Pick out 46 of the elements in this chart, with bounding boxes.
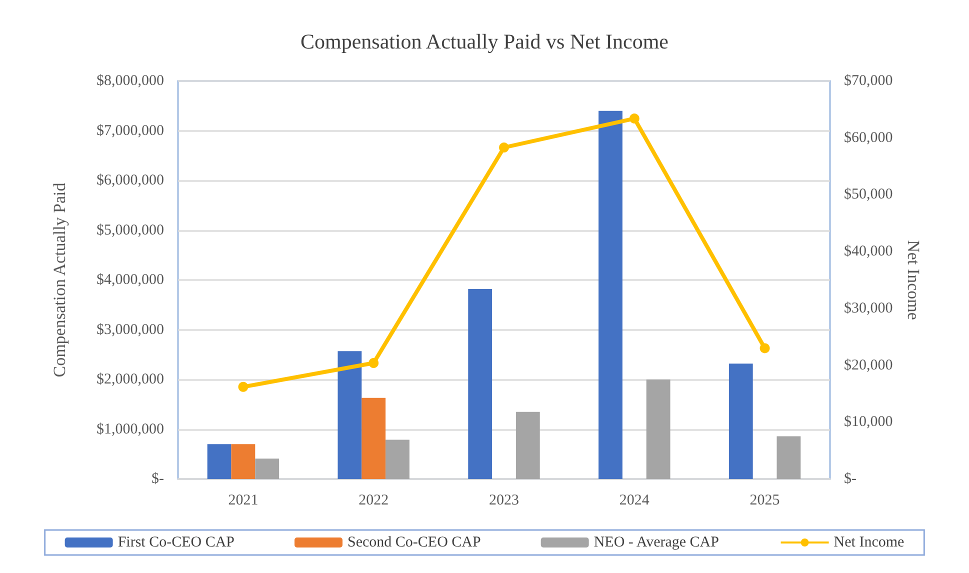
- point: [629, 114, 640, 124]
- y-tick-label: $3,000,000: [96, 322, 164, 338]
- bar: [255, 458, 280, 479]
- chart-title: Compensation Actually Paid vs Net Income: [300, 30, 669, 54]
- legend-label: NEO - Average CAP: [594, 534, 719, 550]
- point: [238, 382, 248, 392]
- x-tick-label: 2024: [619, 492, 650, 508]
- bar: [646, 380, 670, 479]
- y-tick-label: $8,000,000: [96, 73, 164, 89]
- x-tick-label: 2025: [750, 492, 780, 508]
- legend-label: Net Income: [834, 534, 905, 550]
- bar: [338, 351, 362, 479]
- y2-tick-label: $30,000: [844, 300, 893, 316]
- bar: [207, 444, 232, 479]
- y2-tick-label: $20,000: [844, 357, 893, 374]
- y-tick-label: $-: [152, 471, 164, 487]
- bar: [516, 412, 540, 479]
- y2-tick-label: $40,000: [844, 244, 893, 260]
- y-axis-title: Compensation Actually Paid: [50, 182, 69, 378]
- x-tick-label: 2022: [358, 492, 389, 508]
- y-tick-label: $4,000,000: [96, 272, 164, 288]
- point: [760, 343, 770, 354]
- x-tick-label: 2021: [228, 492, 258, 508]
- legend-label: Second Co-CEO CAP: [348, 534, 481, 550]
- bar: [362, 398, 386, 479]
- y2-tick-label: $70,000: [844, 73, 893, 89]
- y2-axis-title: Net Income: [904, 240, 923, 320]
- legend-label: First Co-CEO CAP: [118, 534, 235, 550]
- point: [368, 358, 379, 368]
- y2-tick-label: $50,000: [844, 186, 893, 203]
- y2-tick-label: $-: [844, 471, 856, 487]
- y2-tick-label: $60,000: [844, 130, 893, 146]
- bar: [468, 288, 492, 479]
- point: [499, 142, 509, 153]
- bar: [728, 364, 753, 479]
- bar: [231, 444, 256, 479]
- bar: [776, 436, 801, 479]
- y-tick-label: $2,000,000: [96, 372, 164, 388]
- y-tick-label: $7,000,000: [96, 122, 164, 139]
- y-tick-label: $6,000,000: [96, 172, 164, 188]
- x-tick-label: 2023: [489, 492, 519, 508]
- bar: [598, 110, 622, 479]
- y-tick-label: $1,000,000: [96, 421, 164, 438]
- bar: [386, 440, 410, 479]
- y2-tick-label: $10,000: [844, 414, 893, 430]
- y-tick-label: $5,000,000: [96, 222, 164, 238]
